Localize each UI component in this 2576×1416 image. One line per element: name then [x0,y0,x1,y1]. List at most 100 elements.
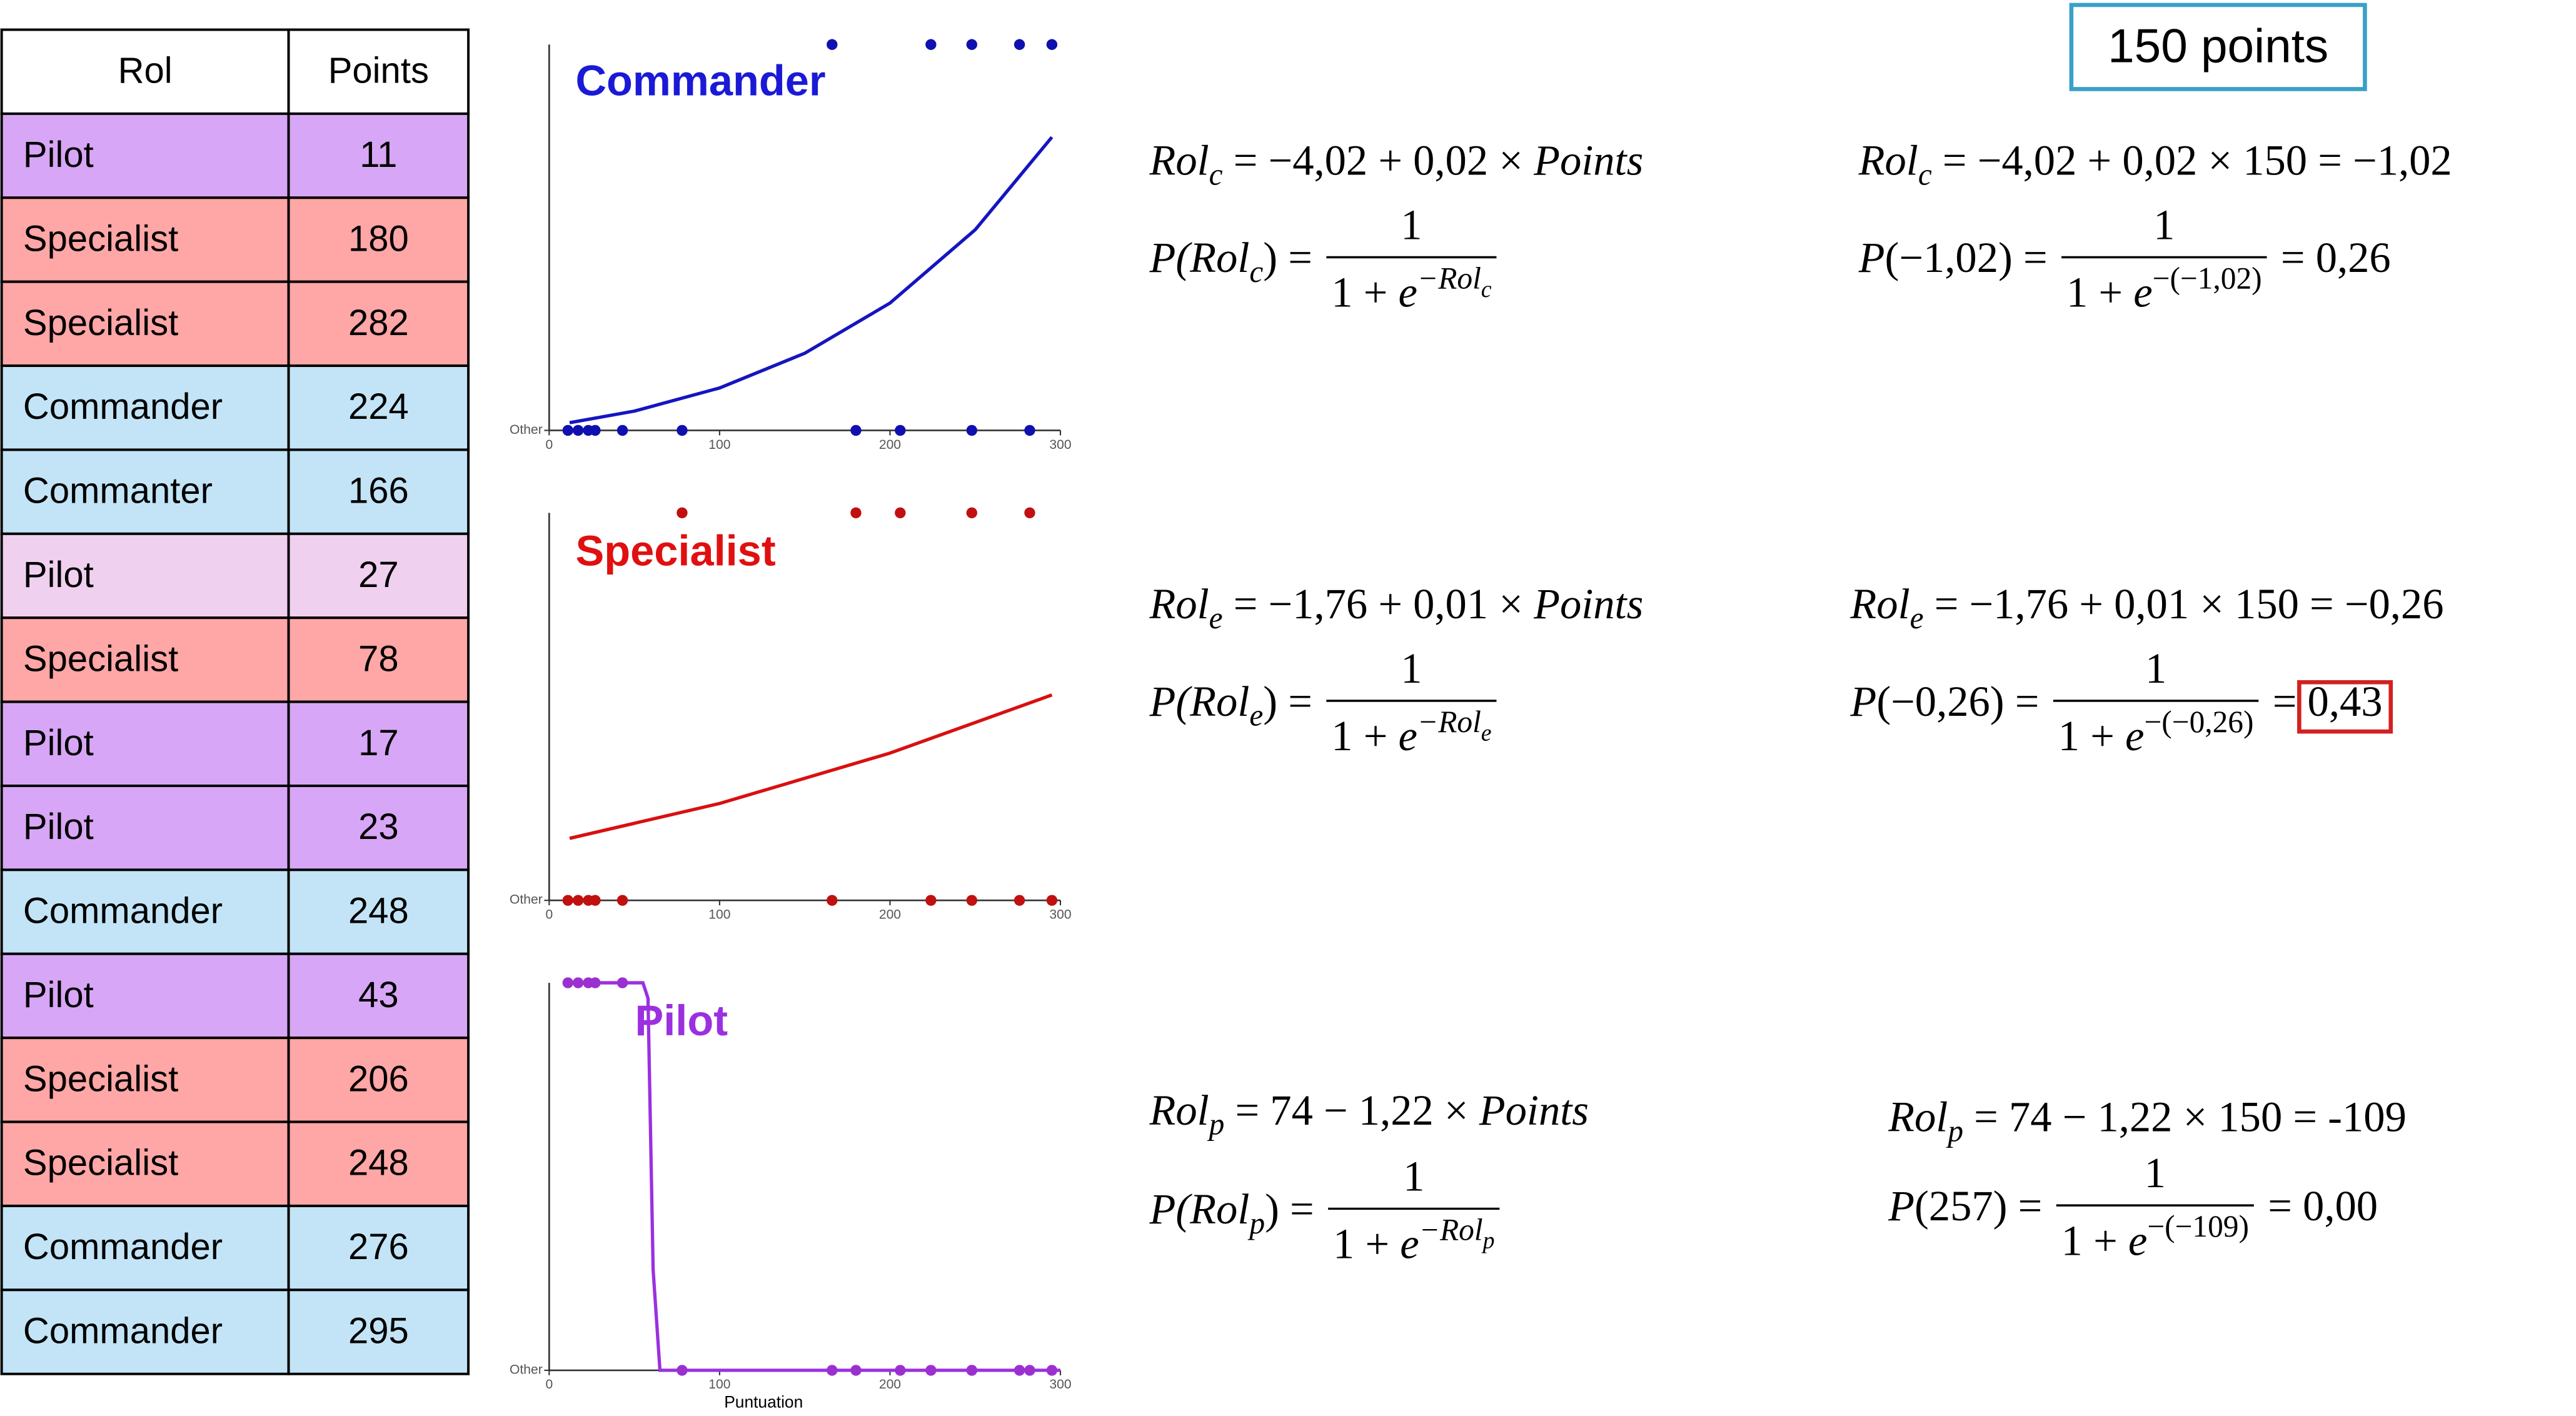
table-role: Commander [23,1227,223,1267]
equation-text: e [1481,720,1492,746]
table-points: 43 [358,975,399,1015]
equation-text: 1 + [2058,712,2125,760]
table-points: 295 [348,1310,409,1351]
table-cell [287,616,470,703]
equation-text: P( [1149,234,1192,281]
y-tick-label: Other [510,1362,543,1377]
equation-text: 0,43 [2308,678,2383,725]
data-point [677,507,688,519]
data-point [562,977,574,988]
equation-text: c [1918,157,1932,191]
table-role: Pilot [23,134,94,175]
equation-text: = −1,76 + 0,01 × [1223,580,1534,628]
equation-text: 1 [2153,201,2175,248]
data-point [1024,424,1035,436]
data-point [1024,507,1035,519]
equation-text: (−0,26) = [1876,678,2050,725]
equation-text: −(−1,02) [2153,261,2262,296]
data-point [850,424,862,436]
chart-title: Specialist [576,526,776,575]
data-point [895,507,906,519]
equation-text: 1 [1401,201,1422,248]
equation-text: 1 + [2066,269,2133,316]
table-points: 17 [358,723,399,763]
table-role: Commanter [23,471,213,511]
data-point [895,424,906,436]
x-tick-label: 200 [879,438,901,452]
table-role: Pilot [23,806,94,847]
equation-text: −Rol [1417,261,1481,296]
data-point [677,424,688,436]
chart-title: Pilot [635,997,728,1045]
table-role: Specialist [23,303,178,343]
equation-text: = −4,02 + 0,02 × 150 = −1,02 [1932,137,2452,184]
x-tick-label: 300 [1049,438,1071,452]
data-point [827,1365,838,1376]
table-header-text: Points [328,51,429,91]
table-cell [287,785,470,871]
table-cell [0,280,290,368]
equation-text: = 0,00 [2257,1182,2378,1230]
table-role: Commander [23,891,223,931]
data-point [1046,1365,1058,1376]
data-point [827,39,838,50]
equation-text: p [1207,1107,1225,1142]
data-point [925,1365,937,1376]
equation-text: (257) = [1914,1182,2053,1230]
equation-text: p [1481,1228,1495,1254]
data-point [966,1365,977,1376]
equation-text: (−1,02) = [1885,234,2058,281]
table-cell [0,196,290,283]
table-role: Specialist [23,638,178,679]
equation-text: ) = [1265,1185,1325,1233]
data-point [572,977,584,988]
x-tick-label: 100 [708,438,730,452]
equation-text: c [1481,276,1492,303]
x-axis-label: Puntuation [724,1393,803,1412]
y-tick-label: Other [510,423,543,437]
data-point [562,424,574,436]
equation-text: 1 + [2061,1217,2128,1264]
x-tick-label: 200 [879,1377,901,1392]
equation-text: ) = [1263,678,1323,725]
equation-text: P( [1149,678,1192,725]
x-tick-label: 100 [708,1377,730,1392]
equation-text: = 74 − 1,22 × [1224,1087,1479,1134]
table-cell [287,364,470,451]
x-tick-label: 200 [879,907,901,921]
equation-text: e [1910,601,1924,635]
data-point [616,895,628,906]
table-role: Commander [23,386,223,427]
equation-text: Rol [1189,234,1249,281]
table-role: Pilot [23,555,94,595]
x-tick-label: 100 [708,907,730,921]
table-points: 166 [348,471,409,511]
data-point [1046,39,1058,50]
equation-text: −(−0,26) [2144,705,2253,739]
curve [569,136,1054,424]
table-points: 78 [358,638,399,679]
x-tick-label: 0 [545,907,553,921]
data-point [590,977,601,988]
equation-text: Rol [1849,580,1909,628]
data-point [590,424,601,436]
x-tick-label: 0 [545,438,553,452]
table-points: 180 [348,218,409,259]
equation-text: = −1,76 + 0,01 × 150 = −0,26 [1924,580,2444,628]
table-cell [0,532,290,620]
table-cell [0,448,290,535]
data-point [572,895,584,906]
data-point [1014,895,1025,906]
data-point [850,1365,862,1376]
equation-text: −Rol [1417,705,1481,739]
x-tick-label: 0 [545,1377,553,1392]
data-point [850,507,862,519]
data-point [966,424,977,436]
equation-text: e [2128,1217,2147,1264]
equation-text: −Rol [1419,1213,1483,1247]
highlight-box [2297,680,2393,734]
equation-text: e [2133,269,2152,316]
equation-text: 1 [2145,645,2166,692]
equation-text: Rol [1149,580,1209,628]
data-point [562,895,574,906]
